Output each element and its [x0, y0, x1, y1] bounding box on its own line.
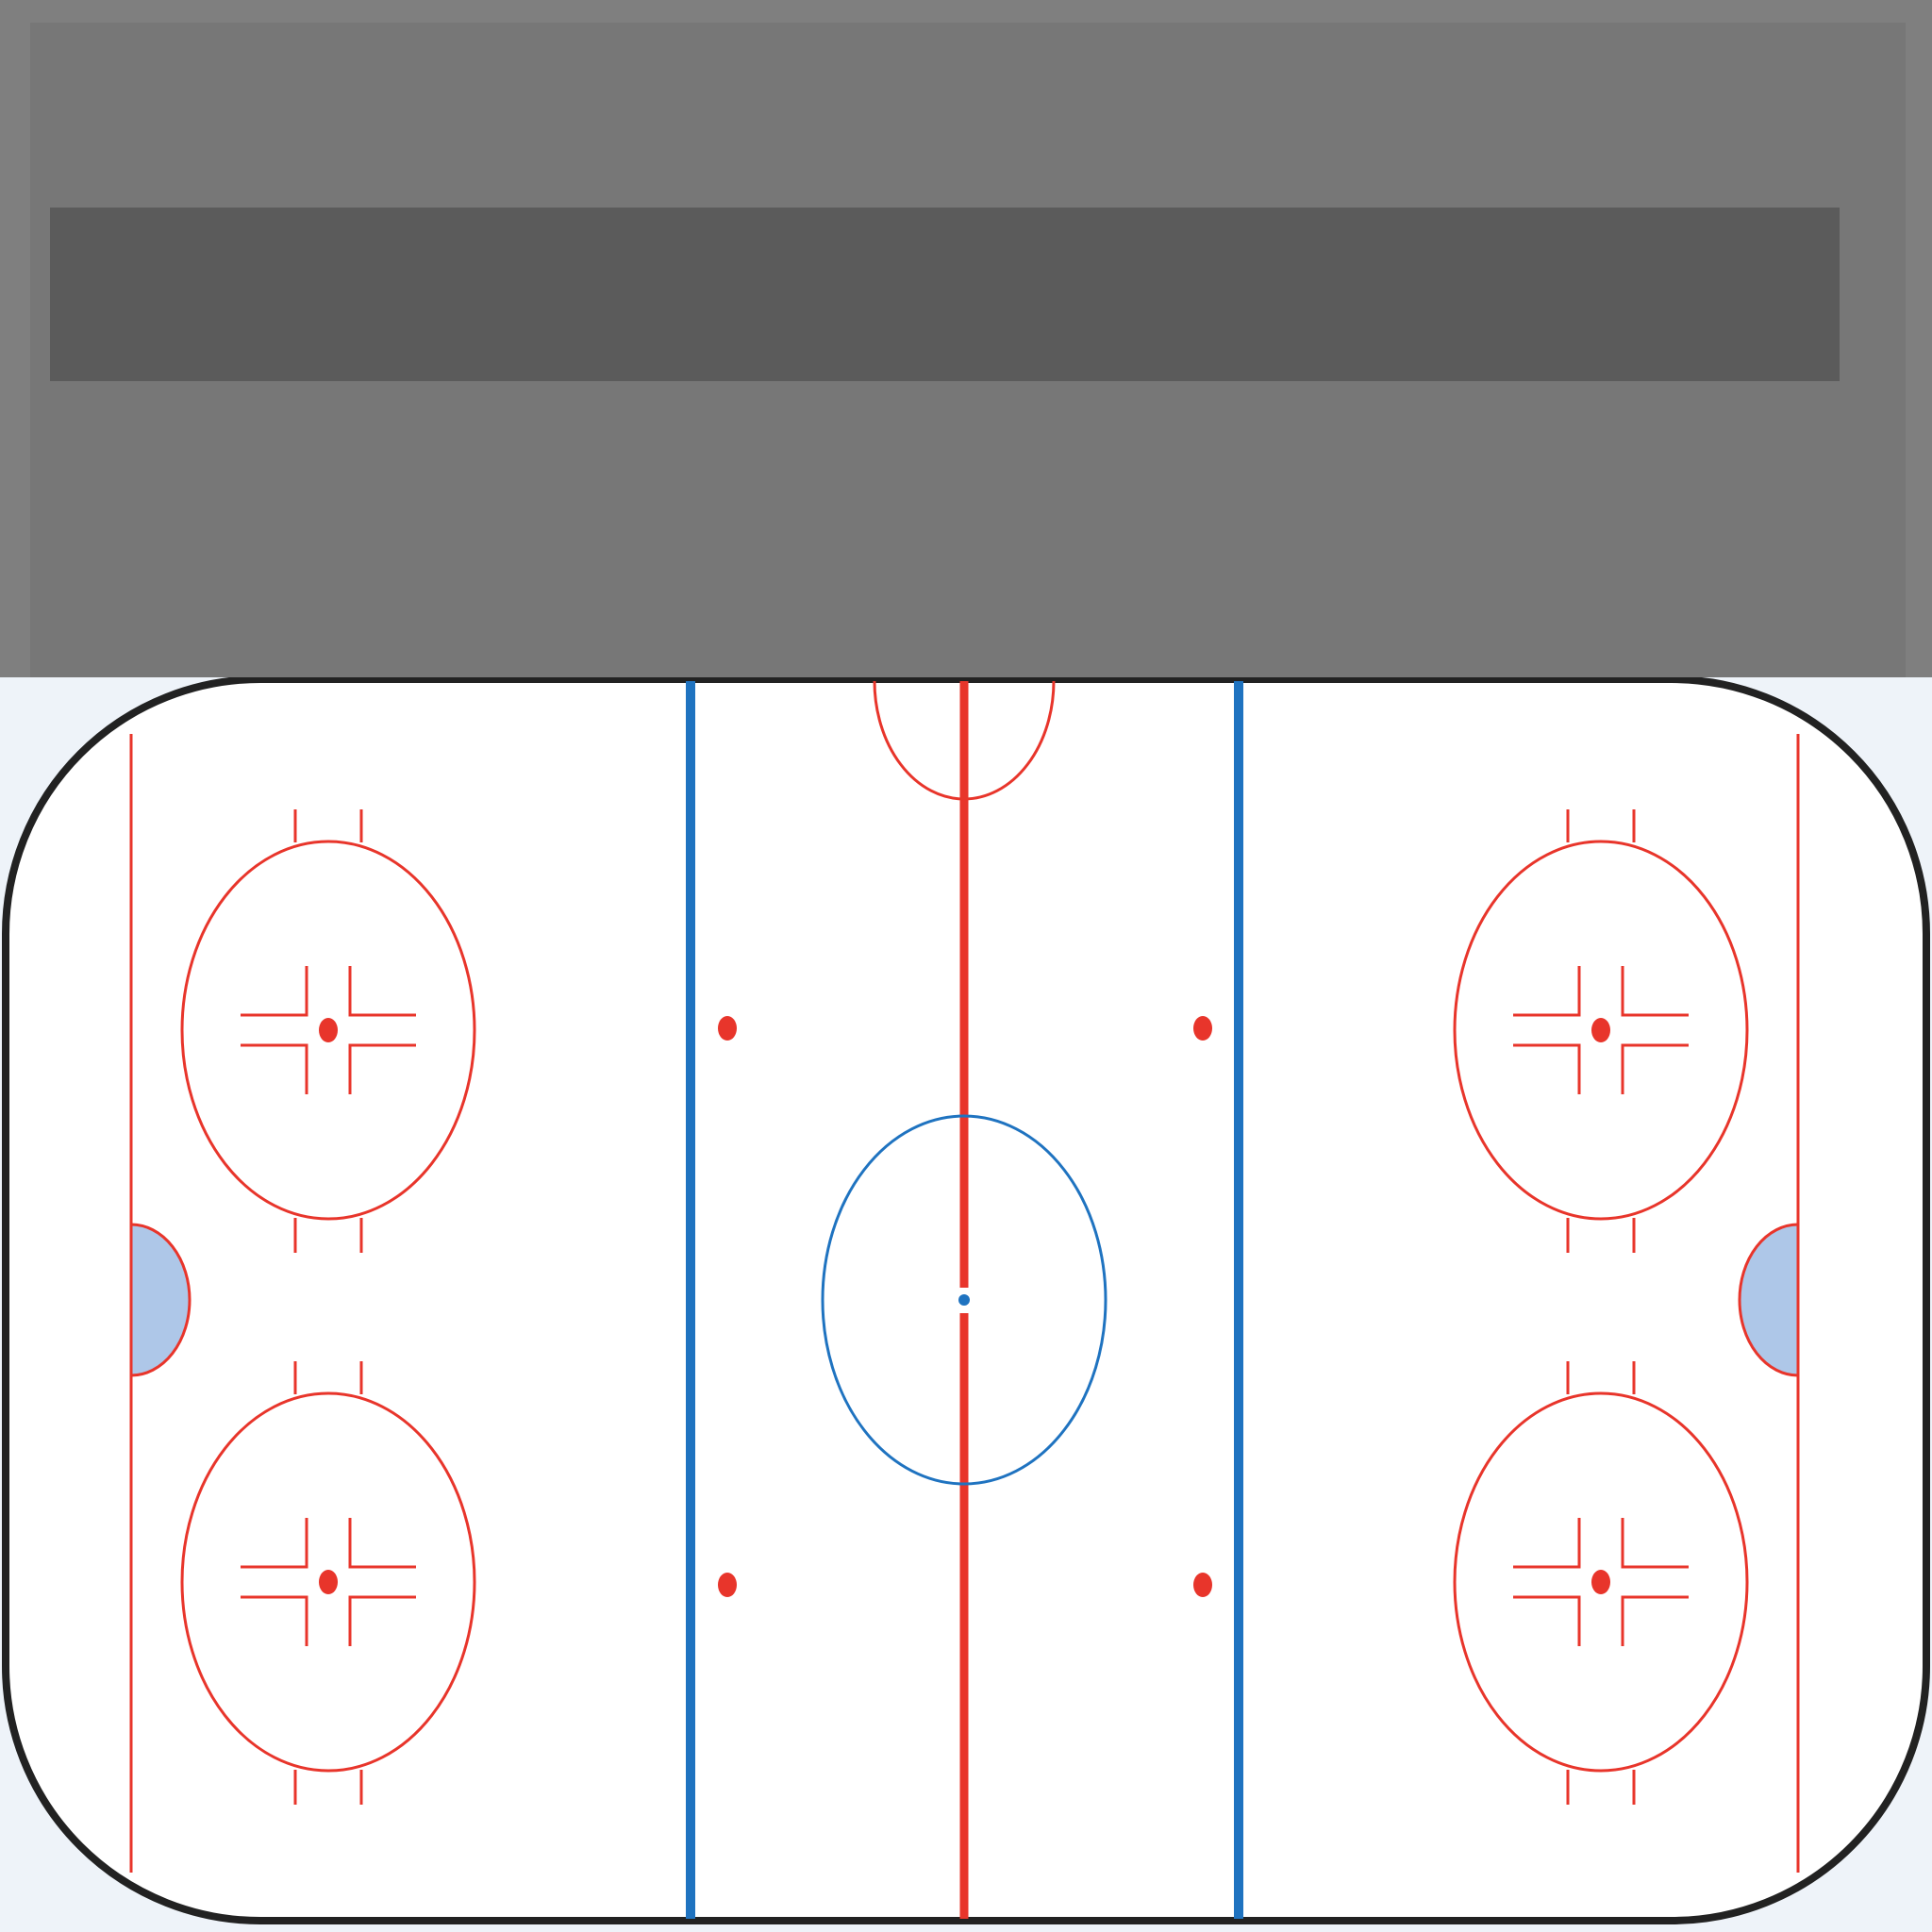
faceoff-circle-bottom-left — [180, 1361, 476, 1805]
goal-crease-right — [1738, 1223, 1800, 1377]
faceoff-circle-top-right — [1453, 809, 1749, 1253]
neutral-dot-top-right — [1193, 1016, 1212, 1041]
faceoff-circle-top-left — [180, 809, 476, 1253]
neutral-dot-bottom-right — [1193, 1573, 1212, 1597]
overlay-panel — [0, 0, 1932, 677]
neutral-dot-top-left — [718, 1016, 737, 1041]
goal-crease-left — [129, 1223, 192, 1377]
overlay-panel-bar — [50, 208, 1840, 381]
neutral-dot-bottom-left — [718, 1573, 737, 1597]
faceoff-circle-bottom-right — [1453, 1361, 1749, 1805]
center-faceoff-dot — [958, 1294, 970, 1306]
referee-crease — [873, 680, 1056, 801]
center-faceoff-circle — [821, 1114, 1108, 1486]
